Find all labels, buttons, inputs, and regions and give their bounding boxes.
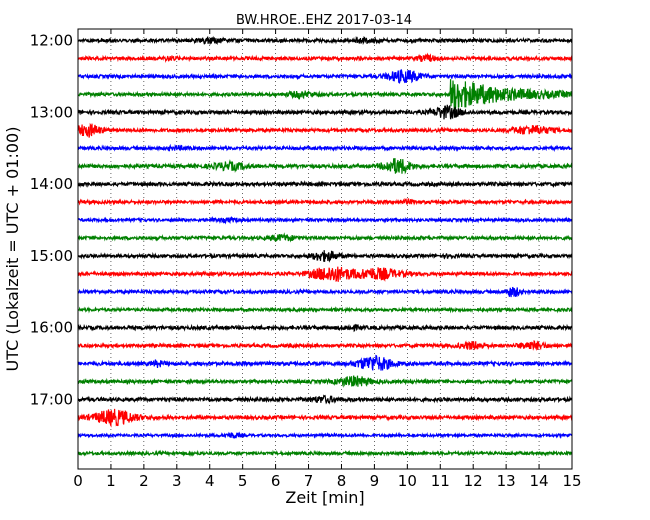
trace-1745: [77, 449, 573, 458]
x-tick-label: 7: [304, 472, 314, 490]
x-tick-label: 14: [530, 472, 549, 490]
trace-1315: [77, 122, 573, 138]
trace-1230: [77, 69, 573, 84]
trace-1715: [77, 408, 573, 428]
trace-1630: [77, 354, 573, 371]
trace-1515: [77, 266, 573, 282]
x-tick-label: 0: [73, 472, 83, 490]
x-tick-label: 5: [238, 472, 248, 490]
x-tick-label: 13: [497, 472, 516, 490]
trace-1430: [77, 215, 573, 225]
x-tick-label: 4: [205, 472, 215, 490]
x-tick-label: 10: [398, 472, 417, 490]
trace-1500: [77, 250, 573, 263]
y-tick-label: 14:00: [30, 175, 73, 193]
trace-1400: [77, 180, 573, 189]
trace-1615: [77, 340, 573, 352]
trace-1445: [77, 232, 573, 243]
trace-1245: [77, 79, 573, 111]
trace-1600: [77, 323, 573, 333]
y-axis-ticks: 12:00 13:00 14:00 15:00 16:00 17:00: [30, 32, 572, 409]
x-tick-label: 6: [271, 472, 281, 490]
x-tick-label: 8: [337, 472, 347, 490]
y-tick-label: 15:00: [30, 247, 73, 265]
x-tick-label: 3: [172, 472, 182, 490]
y-tick-label: 13:00: [30, 103, 73, 121]
x-tick-label: 15: [562, 472, 581, 490]
trace-1330: [77, 143, 573, 153]
trace-1215: [77, 52, 573, 64]
trace-1700: [77, 394, 573, 405]
x-tick-label: 12: [464, 472, 483, 490]
trace-1300: [77, 104, 573, 120]
plot-frame: [77, 28, 573, 470]
chart-title: BW.HROE..EHZ 2017-03-14: [236, 13, 412, 28]
trace-1530: [77, 286, 573, 298]
x-tick-label: 2: [139, 472, 149, 490]
trace-1415: [77, 197, 573, 206]
trace-1200: [77, 35, 573, 46]
x-tick-label: 1: [106, 472, 116, 490]
grid-lines: [110, 29, 540, 469]
trace-1645: [77, 375, 573, 388]
x-axis-label: Zeit [min]: [285, 488, 364, 507]
trace-1730: [77, 431, 573, 439]
y-tick-label: 12:00: [30, 32, 73, 50]
y-axis-label: UTC (Lokalzeit = UTC + 01:00): [3, 127, 22, 372]
trace-1545: [77, 306, 573, 314]
x-tick-label: 9: [370, 472, 380, 490]
y-tick-label: 16:00: [30, 319, 73, 337]
y-tick-label: 17:00: [30, 391, 73, 409]
traces: [77, 35, 573, 458]
x-axis-ticks: 0 1 2 3 4 5 6 7 8 9 10 11 12 13 14 15: [73, 29, 582, 490]
x-tick-label: 11: [431, 472, 450, 490]
trace-1345: [77, 158, 573, 175]
